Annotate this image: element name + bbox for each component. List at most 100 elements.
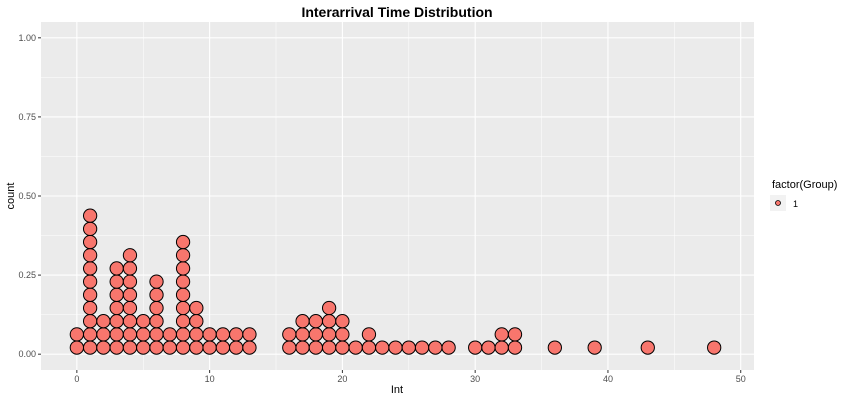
data-dot	[122, 300, 138, 316]
y-tick-label: 0.00	[18, 349, 36, 359]
y-tick-label: 1.00	[18, 33, 36, 43]
data-dot	[149, 274, 164, 289]
data-dot	[122, 248, 138, 263]
data-dot	[82, 234, 98, 250]
data-dot	[707, 340, 722, 355]
data-dot	[96, 327, 111, 342]
data-dot	[82, 221, 98, 236]
data-dot	[308, 314, 323, 329]
data-dot	[149, 327, 164, 342]
data-dot	[229, 340, 244, 355]
data-dot	[295, 314, 310, 329]
data-dot	[441, 340, 456, 355]
data-dot	[202, 340, 217, 355]
data-dot	[109, 274, 124, 289]
data-dot	[82, 327, 98, 342]
data-dot	[215, 327, 231, 342]
data-dot	[189, 327, 204, 342]
data-dot	[335, 314, 350, 329]
data-dot	[202, 327, 217, 342]
data-dot	[82, 261, 98, 276]
data-dot	[96, 340, 111, 355]
data-dot	[321, 340, 337, 355]
y-axis-title: count	[5, 183, 17, 210]
data-dot	[215, 340, 231, 355]
data-dot	[414, 340, 430, 355]
data-dot	[321, 300, 337, 316]
legend-entry-label: 1	[793, 199, 798, 209]
data-dot	[175, 234, 191, 250]
data-dot	[189, 340, 204, 355]
data-dot	[136, 314, 151, 329]
data-dot	[122, 274, 138, 289]
data-dot	[122, 340, 138, 355]
data-dot	[375, 340, 390, 355]
y-tick-label: 0.75	[18, 112, 36, 122]
data-dot	[507, 340, 523, 355]
data-dot	[547, 340, 562, 355]
chart-title: Interarrival Time Distribution	[301, 4, 492, 20]
x-tick-label: 30	[470, 374, 480, 384]
data-dot	[122, 327, 138, 342]
data-dot	[428, 340, 443, 355]
data-dot	[175, 314, 191, 329]
data-dot	[175, 248, 191, 263]
x-tick-label: 0	[74, 374, 79, 384]
data-dot	[229, 327, 244, 342]
x-tick-label: 10	[205, 374, 215, 384]
x-tick-label: 40	[603, 374, 613, 384]
data-dot	[282, 340, 297, 355]
data-dot	[242, 340, 257, 355]
data-dot	[189, 314, 204, 329]
data-dot	[82, 274, 98, 289]
data-dot	[348, 340, 363, 355]
data-dot	[122, 314, 138, 329]
y-tick-label: 0.25	[18, 270, 36, 280]
x-tick-label: 20	[337, 374, 347, 384]
data-dot	[468, 340, 483, 355]
data-dot	[587, 340, 602, 355]
data-dot	[321, 327, 337, 342]
data-dot	[109, 327, 124, 342]
data-dot	[242, 327, 257, 342]
data-dot	[308, 327, 323, 342]
data-dot	[82, 208, 98, 223]
data-dot	[122, 287, 138, 302]
data-dot	[109, 300, 124, 316]
data-dot	[96, 314, 111, 329]
data-dot	[175, 327, 191, 342]
data-dot	[640, 340, 655, 355]
x-axis-ticks: 0 10 20 30 40 50	[74, 370, 746, 384]
data-dot	[494, 327, 509, 342]
y-axis-ticks: 0.00 0.25 0.50 0.75 1.00	[18, 33, 41, 359]
legend-title: factor(Group)	[772, 179, 837, 191]
data-dot	[136, 327, 151, 342]
data-dot	[388, 340, 403, 355]
data-dot	[69, 340, 84, 355]
data-dot	[282, 327, 297, 342]
data-dot	[189, 300, 204, 316]
data-dot	[149, 314, 164, 329]
data-dot	[175, 340, 191, 355]
x-tick-label: 50	[736, 374, 746, 384]
data-dot	[494, 340, 509, 355]
data-dot	[361, 327, 377, 342]
data-dot	[82, 248, 98, 263]
data-dot	[175, 261, 191, 276]
data-dot	[175, 300, 191, 316]
data-dot	[82, 287, 98, 302]
data-dot	[149, 300, 164, 316]
data-dots	[69, 208, 722, 355]
legend: factor(Group) 1	[770, 179, 837, 211]
x-axis-title: Int	[391, 384, 403, 396]
data-dot	[109, 287, 124, 302]
data-dot	[109, 261, 124, 276]
data-dot	[507, 327, 523, 342]
data-dot	[162, 340, 177, 355]
data-dot	[109, 314, 124, 329]
data-dot	[295, 327, 310, 342]
data-dot	[295, 340, 310, 355]
data-dot	[162, 327, 177, 342]
data-dot	[481, 340, 496, 355]
data-dot	[335, 327, 350, 342]
